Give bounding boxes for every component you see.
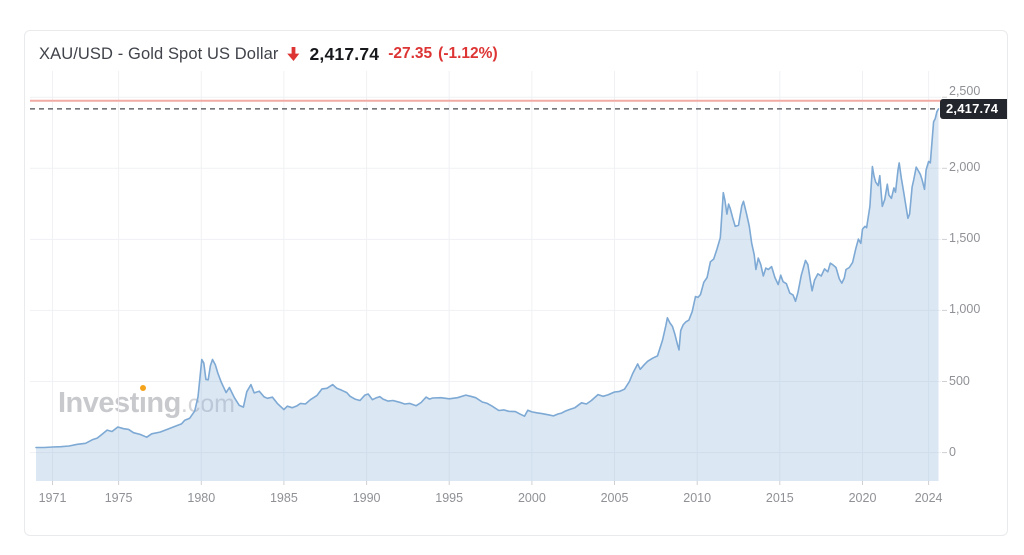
watermark-rest: ng (146, 387, 181, 419)
watermark-prefix: Invest (58, 387, 139, 419)
y-axis-label: 1,500 (949, 231, 981, 246)
change-percent: (-1.12%) (438, 45, 498, 62)
x-axis-label: 1975 (104, 491, 133, 505)
last-price-tag: 2,417.74 (940, 98, 1007, 119)
watermark-suffix: .com (181, 390, 235, 418)
price-area (36, 108, 939, 482)
x-axis-label: 2024 (914, 491, 943, 505)
x-axis-label: 1985 (269, 491, 298, 505)
x-axis: 1971 1975 1980 1985 1990 1995 2000 2005 2010 2015… (25, 489, 944, 509)
x-axis-label: 1980 (187, 491, 216, 505)
x-axis-label: 1995 (435, 491, 464, 505)
chart-card: XAU/USD - Gold Spot US Dollar 2,417.74 -… (24, 30, 1008, 536)
y-axis-label: 1,000 (949, 302, 981, 317)
price-line (35, 108, 940, 449)
y-axis-label: 2,000 (949, 160, 981, 175)
last-price: 2,417.74 (309, 43, 380, 64)
instrument-header: XAU/USD - Gold Spot US Dollar 2,417.74 -… (39, 42, 498, 66)
x-axis-label: 2005 (600, 491, 629, 505)
watermark-i: ı (138, 385, 147, 419)
change-absolute: -27.35 (388, 45, 433, 62)
x-axis-label: 2000 (517, 491, 546, 505)
price-down-arrow-icon (287, 47, 300, 61)
x-axis-label: 2020 (848, 491, 877, 505)
y-axis-label: 2,500 (949, 84, 981, 99)
x-axis-label: 1990 (352, 491, 381, 505)
x-axis-label: 2010 (683, 491, 712, 505)
x-axis-label: 2015 (765, 491, 794, 505)
instrument-title: XAU/USD - Gold Spot US Dollar (39, 44, 279, 63)
x-axis-label: 1971 (38, 491, 67, 505)
price-change: -27.35 (-1.12%) (388, 45, 497, 63)
y-axis-label: 500 (949, 373, 970, 388)
watermark-orange-dot-icon (139, 385, 146, 391)
y-axis-label: 0 (949, 444, 956, 459)
price-chart-plot[interactable] (25, 31, 1007, 535)
